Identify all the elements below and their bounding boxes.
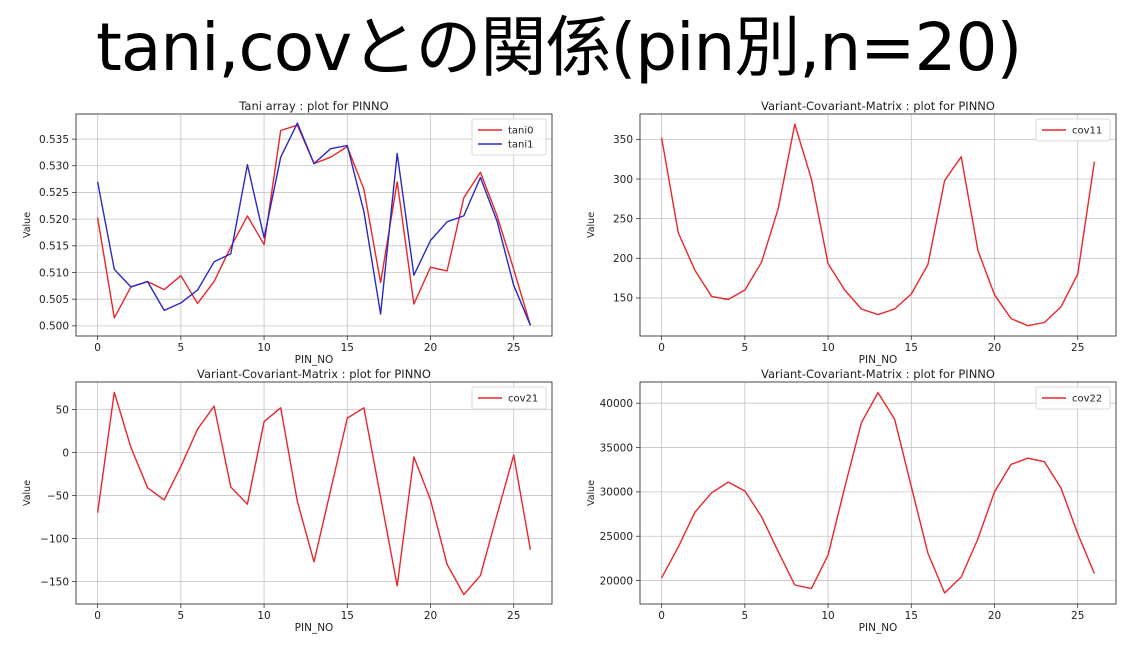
y-tick-label: 200 xyxy=(613,253,633,265)
y-axis-label: Value xyxy=(586,212,597,238)
x-tick-label: 5 xyxy=(178,610,185,622)
legend: tani0 tani1 xyxy=(471,118,547,156)
y-tick-label: 300 xyxy=(613,174,633,186)
plot-frame xyxy=(75,381,553,605)
y-tick-label: 350 xyxy=(613,134,633,146)
chart-title: Variant-Covariant-Matrix : plot for PINN… xyxy=(197,367,431,381)
legend-label: cov22 xyxy=(1072,394,1102,405)
x-tick-label: 20 xyxy=(988,342,1001,354)
y-tick-label: −150 xyxy=(40,576,69,588)
x-tick-label: 0 xyxy=(658,610,665,622)
y-tick-label: 250 xyxy=(613,213,633,225)
y-tick-label: 0.510 xyxy=(39,267,69,279)
x-tick-label: 20 xyxy=(424,610,437,622)
chart-title: Variant-Covariant-Matrix : plot for PINN… xyxy=(761,99,995,113)
y-tick-label: 0.500 xyxy=(39,321,69,333)
y-tick-label: 0.520 xyxy=(39,214,69,226)
legend: cov22 xyxy=(1035,386,1111,410)
legend-box xyxy=(471,386,547,410)
series-line-cov11 xyxy=(660,123,1096,327)
y-axis-label: Value xyxy=(586,480,597,506)
chart-cov11: Variant-Covariant-Matrix : plot for PINN… xyxy=(586,99,1117,366)
y-tick-label: 25000 xyxy=(600,531,633,543)
x-tick-label: 15 xyxy=(905,342,918,354)
x-axis-label: PIN_NO xyxy=(295,354,334,366)
y-tick-label: 50 xyxy=(56,404,69,416)
x-tick-label: 10 xyxy=(821,342,834,354)
x-tick-label: 25 xyxy=(1071,610,1084,622)
chart-title: Tani array : plot for PINNO xyxy=(238,99,388,113)
x-tick-label: 0 xyxy=(94,610,101,622)
y-tick-label: 30000 xyxy=(600,487,633,499)
plot-frame xyxy=(639,113,1117,337)
x-tick-label: 0 xyxy=(658,342,665,354)
y-tick-label: 35000 xyxy=(600,442,633,454)
x-tick-label: 5 xyxy=(742,342,749,354)
x-axis-label: PIN_NO xyxy=(859,622,898,634)
y-tick-label: 0 xyxy=(62,447,69,459)
y-tick-label: 40000 xyxy=(600,398,633,410)
legend: cov11 xyxy=(1035,118,1111,142)
y-tick-label: 0.530 xyxy=(39,161,69,173)
legend: cov21 xyxy=(471,386,547,410)
y-tick-label: 0.525 xyxy=(39,187,69,199)
x-tick-label: 20 xyxy=(424,342,437,354)
x-tick-label: 10 xyxy=(821,610,834,622)
y-tick-label: 0.535 xyxy=(39,134,69,146)
y-tick-label: 150 xyxy=(613,293,633,305)
series-line-tani0 xyxy=(96,124,532,326)
plot-frame xyxy=(639,381,1117,605)
x-tick-label: 15 xyxy=(905,610,918,622)
slide-title: tani,covとの関係(pin別,n=20) xyxy=(96,9,1022,86)
y-tick-label: −100 xyxy=(40,533,69,545)
x-axis-label: PIN_NO xyxy=(295,622,334,634)
chart-cov21: Variant-Covariant-Matrix : plot for PINN… xyxy=(22,367,553,634)
x-tick-label: 0 xyxy=(94,342,101,354)
legend-box xyxy=(1035,118,1111,142)
series-line-cov22 xyxy=(660,391,1096,594)
series-line-tani1 xyxy=(96,122,532,326)
chart-title: Variant-Covariant-Matrix : plot for PINN… xyxy=(761,367,995,381)
x-tick-label: 25 xyxy=(1071,342,1084,354)
y-tick-label: 0.515 xyxy=(39,241,69,253)
x-tick-label: 5 xyxy=(178,342,185,354)
legend-box xyxy=(471,118,547,156)
y-tick-label: −50 xyxy=(47,490,69,502)
legend-label: cov21 xyxy=(508,394,538,405)
plot-frame xyxy=(75,113,553,337)
y-axis-label: Value xyxy=(22,212,33,238)
x-axis-label: PIN_NO xyxy=(859,354,898,366)
x-tick-label: 25 xyxy=(507,610,520,622)
y-tick-label: 20000 xyxy=(600,575,633,587)
legend-label: tani1 xyxy=(508,140,534,151)
legend-box xyxy=(1035,386,1111,410)
x-tick-label: 10 xyxy=(257,342,270,354)
legend-label: tani0 xyxy=(508,126,534,137)
y-axis-label: Value xyxy=(22,480,33,506)
x-tick-label: 15 xyxy=(341,342,354,354)
series-line-cov21 xyxy=(96,391,532,596)
x-tick-label: 10 xyxy=(257,610,270,622)
y-tick-label: 0.505 xyxy=(39,294,69,306)
x-tick-label: 5 xyxy=(742,610,749,622)
chart-cov22: Variant-Covariant-Matrix : plot for PINN… xyxy=(586,367,1117,634)
chart-tani-array: Tani array : plot for PINNO 0 5 10 15 20 25 0.5… xyxy=(22,99,553,366)
x-tick-label: 20 xyxy=(988,610,1001,622)
x-tick-label: 15 xyxy=(341,610,354,622)
legend-label: cov11 xyxy=(1072,126,1102,137)
x-tick-label: 25 xyxy=(507,342,520,354)
